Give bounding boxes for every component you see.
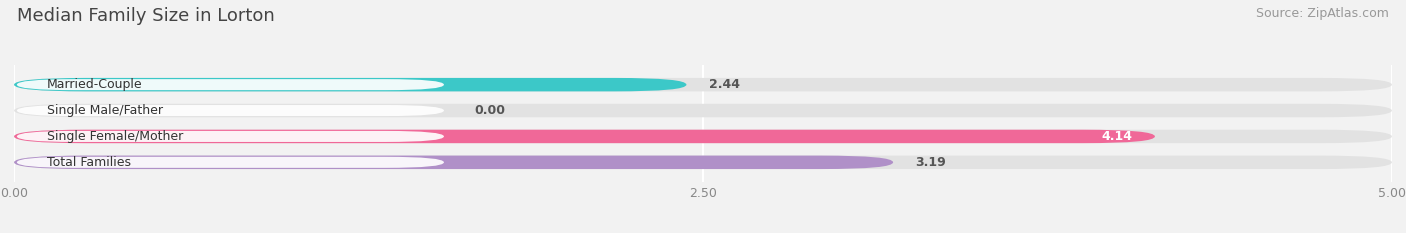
FancyBboxPatch shape [17, 157, 444, 168]
FancyBboxPatch shape [14, 104, 1392, 117]
Text: 0.00: 0.00 [474, 104, 505, 117]
FancyBboxPatch shape [14, 130, 1154, 143]
FancyBboxPatch shape [14, 130, 1392, 143]
Text: Single Male/Father: Single Male/Father [48, 104, 163, 117]
Text: Married-Couple: Married-Couple [48, 78, 143, 91]
Text: 3.19: 3.19 [915, 156, 946, 169]
FancyBboxPatch shape [17, 105, 444, 116]
Text: Total Families: Total Families [48, 156, 131, 169]
Text: Median Family Size in Lorton: Median Family Size in Lorton [17, 7, 274, 25]
Text: 4.14: 4.14 [1102, 130, 1133, 143]
FancyBboxPatch shape [14, 78, 1392, 91]
FancyBboxPatch shape [14, 156, 893, 169]
FancyBboxPatch shape [17, 79, 444, 90]
Text: Single Female/Mother: Single Female/Mother [48, 130, 183, 143]
FancyBboxPatch shape [14, 156, 1392, 169]
FancyBboxPatch shape [17, 131, 444, 142]
FancyBboxPatch shape [14, 78, 686, 91]
Text: 2.44: 2.44 [709, 78, 740, 91]
Text: Source: ZipAtlas.com: Source: ZipAtlas.com [1256, 7, 1389, 20]
